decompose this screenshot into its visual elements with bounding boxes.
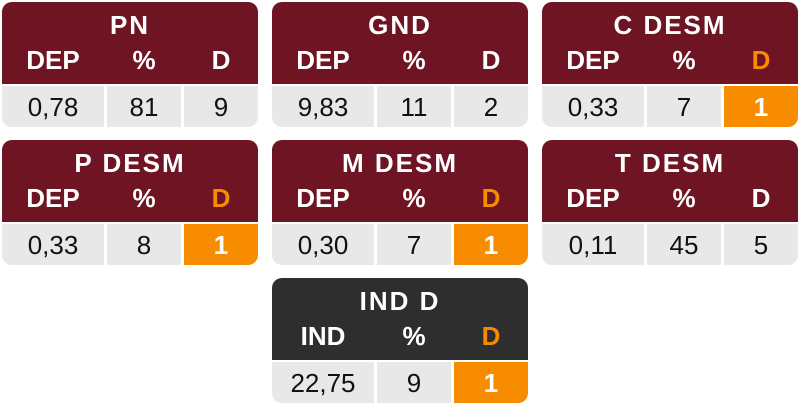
card-header: T DESM DEP % D [542, 140, 798, 222]
label-d: D [481, 321, 501, 351]
label-percent: % [132, 183, 156, 213]
label-percent: % [402, 45, 426, 75]
label-percent: % [132, 45, 156, 75]
value-d: 1 [454, 224, 528, 265]
stat-card: GND DEP % D 9,83 11 2 [272, 2, 528, 127]
label-percent: % [672, 183, 696, 213]
card-title: P DESM [74, 148, 186, 178]
label-percent: % [402, 183, 426, 213]
card-title: PN [109, 10, 151, 40]
card-header: P DESM DEP % D [2, 140, 258, 222]
value-col1: 9,83 [272, 86, 374, 127]
stat-card: P DESM DEP % D 0,33 8 1 [2, 140, 258, 265]
card-title: GND [368, 10, 432, 40]
value-d: 9 [184, 86, 258, 127]
value-percent: 7 [647, 86, 721, 127]
card-header: GND DEP % D [272, 2, 528, 84]
card-header: PN DEP % D [2, 2, 258, 84]
value-percent: 9 [377, 362, 451, 403]
value-col1: 0,78 [2, 86, 104, 127]
value-d: 5 [724, 224, 798, 265]
label-d: D [481, 183, 501, 213]
label-d: D [751, 183, 771, 213]
label-col1: DEP [296, 45, 350, 75]
label-d: D [211, 183, 231, 213]
label-col1: DEP [566, 45, 620, 75]
label-col1: DEP [296, 183, 350, 213]
label-col1: DEP [26, 45, 80, 75]
card-header: IND D IND % D [272, 278, 528, 360]
value-d: 1 [184, 224, 258, 265]
label-col1: IND [300, 321, 346, 351]
value-d: 1 [724, 86, 798, 127]
value-d: 1 [454, 362, 528, 403]
label-d: D [211, 45, 231, 75]
stat-card: IND D IND % D 22,75 9 1 [272, 278, 528, 403]
value-col1: 0,11 [542, 224, 644, 265]
label-percent: % [672, 45, 696, 75]
stat-card: PN DEP % D 0,78 81 9 [2, 2, 258, 127]
value-percent: 7 [377, 224, 451, 265]
label-col1: DEP [566, 183, 620, 213]
label-percent: % [402, 321, 426, 351]
value-percent: 45 [647, 224, 721, 265]
value-col1: 22,75 [272, 362, 374, 403]
value-percent: 8 [107, 224, 181, 265]
card-title: C DESM [613, 10, 727, 40]
value-percent: 11 [377, 86, 451, 127]
card-header: M DESM DEP % D [272, 140, 528, 222]
card-header: C DESM DEP % D [542, 2, 798, 84]
card-title: IND D [359, 286, 441, 316]
value-col1: 0,30 [272, 224, 374, 265]
stat-card: M DESM DEP % D 0,30 7 1 [272, 140, 528, 265]
label-d: D [481, 45, 501, 75]
card-title: M DESM [342, 148, 458, 178]
card-title: T DESM [614, 148, 726, 178]
label-col1: DEP [26, 183, 80, 213]
stat-card: T DESM DEP % D 0,11 45 5 [542, 140, 798, 265]
value-d: 2 [454, 86, 528, 127]
value-col1: 0,33 [2, 224, 104, 265]
label-d: D [751, 45, 771, 75]
value-col1: 0,33 [542, 86, 644, 127]
stat-card: C DESM DEP % D 0,33 7 1 [542, 2, 798, 127]
value-percent: 81 [107, 86, 181, 127]
